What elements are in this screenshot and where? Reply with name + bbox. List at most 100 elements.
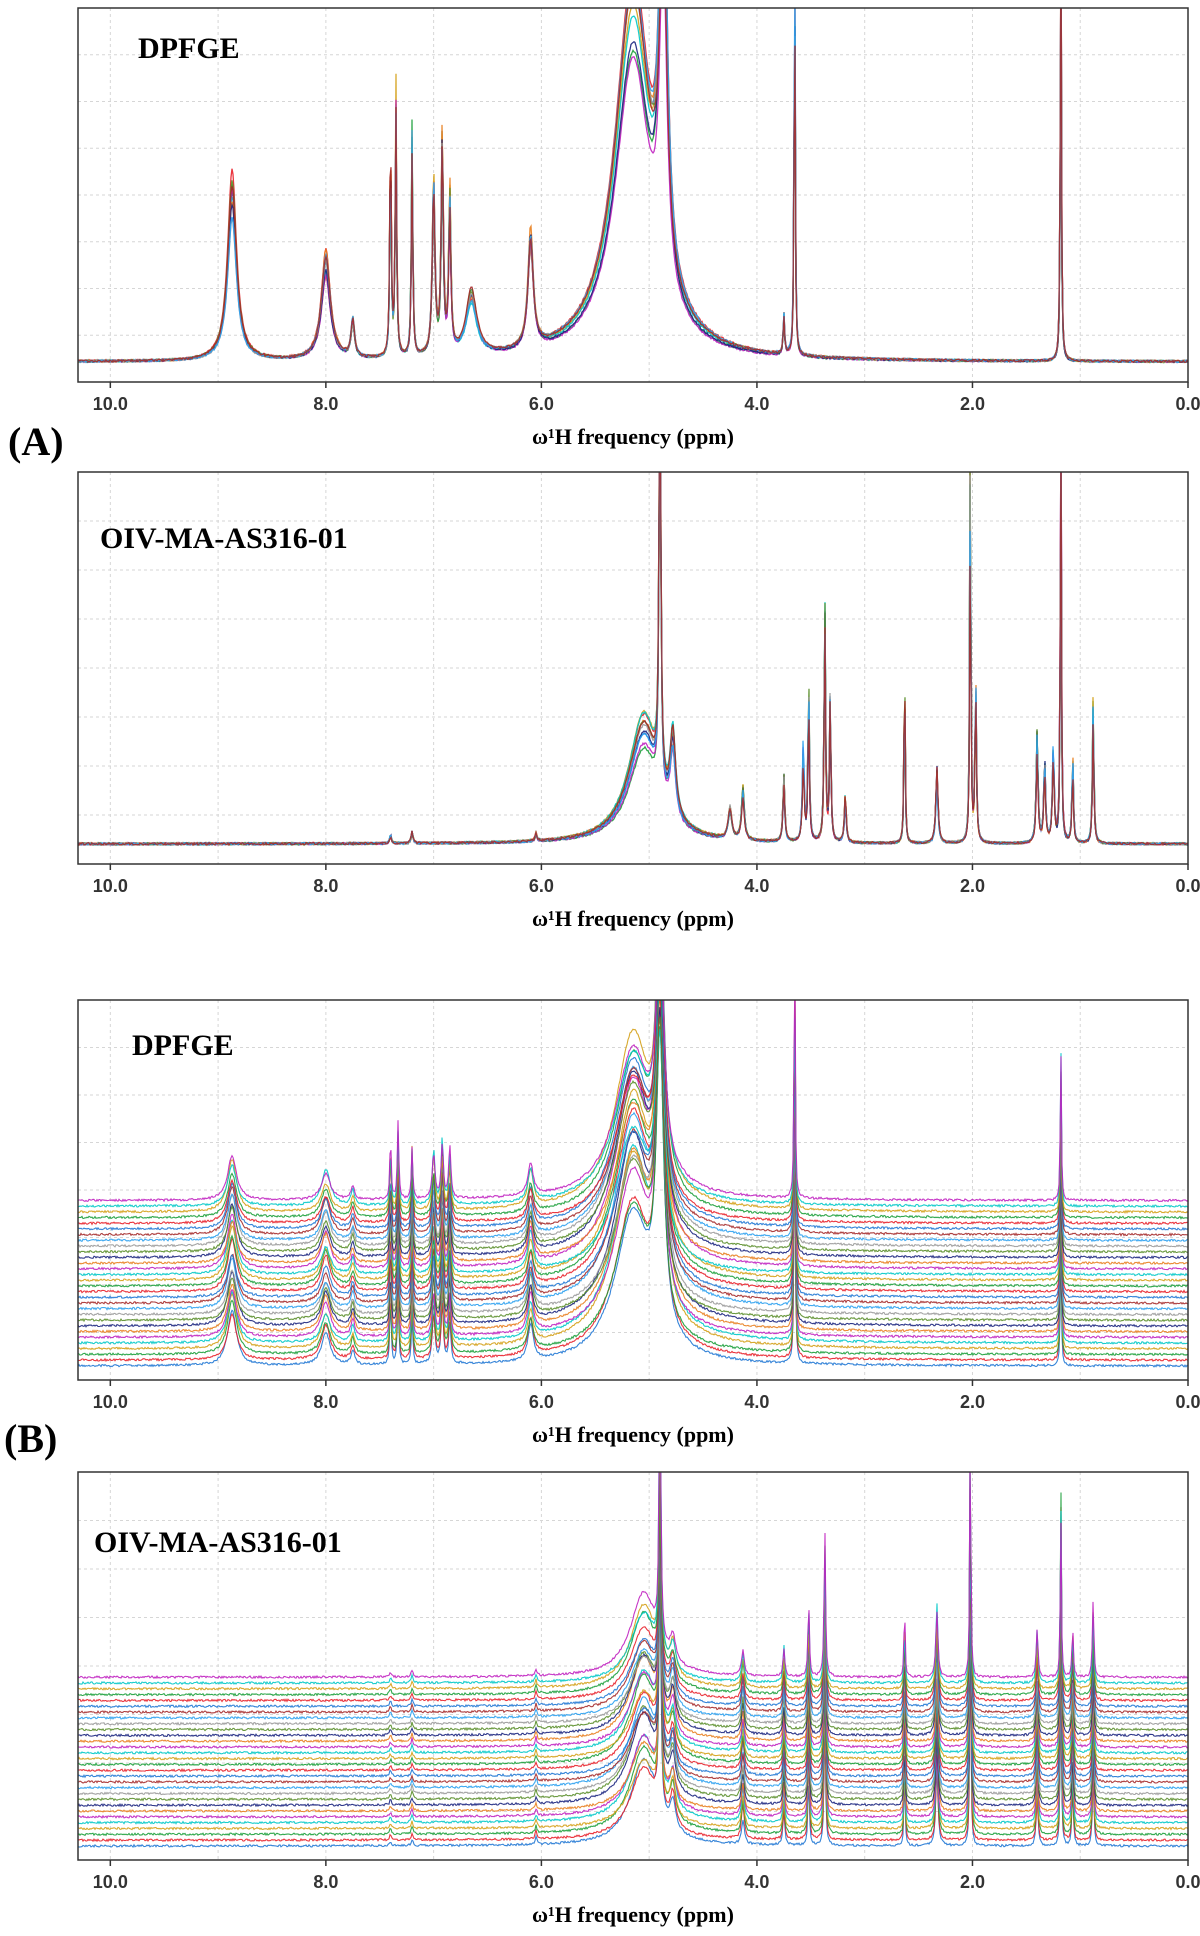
spectrum-trace	[78, 1000, 1188, 1288]
panel-annotation: OIV-MA-AS316-01	[100, 522, 348, 555]
x-axis-label: ω¹H frequency (ppm)	[532, 906, 734, 931]
spectrum-trace	[78, 1520, 1188, 1837]
x-axis-label: ω¹H frequency (ppm)	[532, 1902, 734, 1927]
spectrum-trace	[78, 1000, 1188, 1203]
x-tick-label: 2.0	[960, 1872, 985, 1892]
grid	[78, 8, 1189, 382]
spectrum-trace	[78, 1472, 1188, 1697]
spectrum-trace	[78, 1000, 1188, 1214]
x-tick-label: 8.0	[313, 876, 338, 896]
x-tick-label: 4.0	[744, 876, 769, 896]
spectrum-trace	[78, 1000, 1188, 1305]
spectrum-trace	[78, 1496, 1188, 1819]
traces	[78, 1000, 1188, 1368]
spectrum-trace	[78, 1000, 1188, 1334]
spectrum-trace	[78, 1016, 1188, 1323]
spectrum-trace	[78, 1029, 1188, 1346]
panel-a-bottom: 10.0 8.0 6.0 4.0 2.0 0.0 ω¹H frequency (ppm) OI…	[77, 471, 1200, 931]
spectrum-trace	[78, 1472, 1188, 1721]
section-label-b: (B)	[4, 1416, 57, 1461]
spectrum-trace	[78, 1493, 1188, 1843]
spectrum-trace	[78, 1015, 1188, 1363]
spectrum-trace	[78, 1000, 1188, 1254]
spectrum-trace	[78, 1000, 1188, 1351]
x-tick-label: 8.0	[313, 1392, 338, 1412]
x-tick-label: 0.0	[1175, 394, 1200, 414]
x-tick-label: 8.0	[313, 1872, 338, 1892]
panels: 10.0 8.0 6.0 4.0 2.0 0.0 ω¹H frequency (ppm) DP…	[77, 7, 1200, 1927]
spectrum-trace	[78, 1472, 1188, 1761]
spectrum-trace	[78, 1472, 1188, 1767]
x-tick-label: 10.0	[93, 394, 128, 414]
spectrum-trace	[78, 1000, 1188, 1271]
x-tick-label: 10.0	[93, 1872, 128, 1892]
x-tick-label: 2.0	[960, 394, 985, 414]
spectrum-trace	[78, 8, 1188, 364]
x-tick-label: 6.0	[529, 1392, 554, 1412]
spectrum-trace	[78, 1472, 1188, 1738]
spectrum-trace	[78, 1472, 1188, 1784]
spectrum-trace	[78, 1472, 1188, 1703]
x-tick-label: 10.0	[93, 876, 128, 896]
spectrum-trace	[78, 472, 1188, 847]
panel-annotation: DPFGE	[138, 32, 240, 65]
x-tick-label: 10.0	[93, 1392, 128, 1412]
spectrum-trace	[78, 1012, 1188, 1368]
spectrum-trace	[78, 1529, 1188, 1808]
x-axis-label: ω¹H frequency (ppm)	[532, 1422, 734, 1447]
spectrum-trace	[78, 1000, 1188, 1294]
plot-frame	[77, 7, 1189, 383]
x-tick-label: 4.0	[744, 1392, 769, 1412]
section-label-a: (A)	[8, 419, 64, 464]
x-tick-label: 0.0	[1175, 1392, 1200, 1412]
spectrum-trace	[78, 1000, 1188, 1277]
spectrum-trace	[78, 1472, 1188, 1715]
spectrum-trace	[78, 1000, 1188, 1226]
spectrum-trace	[78, 1000, 1188, 1266]
x-tick-label: 4.0	[744, 394, 769, 414]
spectrum-trace	[78, 1000, 1188, 1311]
spectrum-trace	[78, 1472, 1188, 1709]
x-tick-label: 6.0	[529, 1872, 554, 1892]
x-tick-label: 0.0	[1175, 876, 1200, 896]
spectrum-trace	[78, 1000, 1188, 1209]
spectrum-trace	[78, 1547, 1188, 1848]
spectrum-trace	[78, 1472, 1188, 1750]
traces	[78, 8, 1188, 364]
x-tick-label: 8.0	[313, 394, 338, 414]
spectrum-trace	[78, 472, 1188, 847]
panel-annotation: DPFGE	[132, 1029, 234, 1062]
x-tick-label: 2.0	[960, 876, 985, 896]
spectrum-trace	[78, 1489, 1188, 1814]
x-tick-label: 6.0	[529, 876, 554, 896]
traces	[78, 1472, 1188, 1848]
plot-frame	[77, 999, 1189, 1381]
panel-a-top: 10.0 8.0 6.0 4.0 2.0 0.0 ω¹H frequency (ppm) DP…	[77, 7, 1200, 449]
spectrum-trace	[78, 1000, 1188, 1260]
spectrum-trace	[78, 1000, 1188, 1317]
spectrum-trace	[78, 1000, 1188, 1300]
x-tick-label: 0.0	[1175, 1872, 1200, 1892]
spectrum-trace	[78, 1472, 1188, 1680]
spectrum-trace	[78, 1007, 1188, 1328]
x-axis-label: ω¹H frequency (ppm)	[532, 424, 734, 449]
spectrum-trace	[78, 1000, 1188, 1243]
panel-annotation: OIV-MA-AS316-01	[94, 1526, 342, 1559]
spectrum-trace	[78, 1472, 1188, 1691]
spectrum-trace	[78, 1472, 1188, 1779]
x-tick-label: 4.0	[744, 1872, 769, 1892]
panel-b-top: 10.0 8.0 6.0 4.0 2.0 0.0 ω¹H frequency (ppm) DP…	[77, 999, 1200, 1447]
spectrum-trace	[78, 472, 1188, 847]
x-tick-label: 2.0	[960, 1392, 985, 1412]
spectrum-trace	[78, 1000, 1188, 1238]
spectrum-trace	[78, 1000, 1188, 1232]
x-tick-label: 6.0	[529, 394, 554, 414]
spectrum-trace	[78, 1472, 1188, 1790]
spectrum-trace	[78, 1000, 1188, 1283]
spectrum-trace	[78, 1026, 1188, 1357]
spectrum-trace	[78, 1508, 1188, 1831]
spectrum-trace	[78, 1472, 1188, 1726]
spectrum-trace	[78, 1472, 1188, 1686]
plot-frame	[77, 1471, 1189, 1861]
